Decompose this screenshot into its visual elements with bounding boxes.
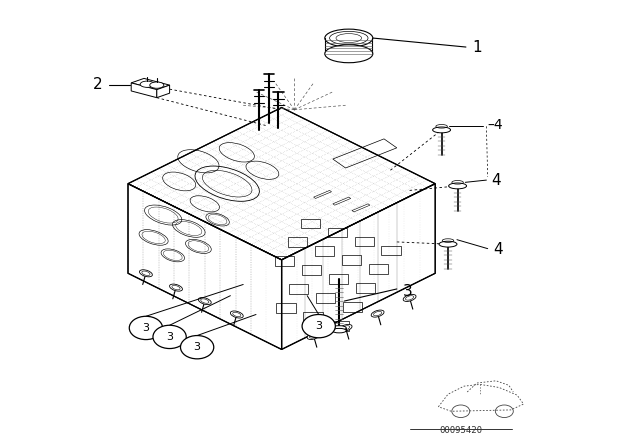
Ellipse shape bbox=[449, 183, 467, 189]
Ellipse shape bbox=[140, 270, 152, 277]
Bar bbox=[342, 255, 361, 265]
Text: 4: 4 bbox=[493, 242, 502, 258]
Text: 3: 3 bbox=[403, 284, 413, 299]
Ellipse shape bbox=[230, 311, 243, 318]
Bar bbox=[316, 293, 335, 303]
Ellipse shape bbox=[371, 310, 384, 317]
Circle shape bbox=[153, 325, 186, 349]
Ellipse shape bbox=[324, 45, 372, 63]
Polygon shape bbox=[131, 78, 170, 90]
Ellipse shape bbox=[433, 127, 451, 133]
Circle shape bbox=[180, 336, 214, 359]
Text: 4: 4 bbox=[492, 172, 501, 188]
Bar bbox=[369, 264, 388, 274]
Circle shape bbox=[302, 314, 335, 338]
Bar bbox=[356, 283, 375, 293]
Polygon shape bbox=[128, 184, 282, 349]
Ellipse shape bbox=[332, 328, 346, 333]
Text: 3: 3 bbox=[143, 323, 149, 333]
Ellipse shape bbox=[198, 297, 211, 305]
Ellipse shape bbox=[140, 81, 154, 87]
Ellipse shape bbox=[403, 294, 416, 302]
Polygon shape bbox=[128, 108, 435, 260]
Circle shape bbox=[129, 316, 163, 340]
Bar bbox=[315, 246, 334, 256]
Text: –4: –4 bbox=[488, 118, 503, 133]
Bar bbox=[288, 237, 307, 247]
Polygon shape bbox=[282, 184, 435, 349]
Bar bbox=[381, 246, 401, 255]
Polygon shape bbox=[131, 83, 157, 98]
Bar bbox=[343, 302, 362, 312]
Bar bbox=[289, 284, 308, 294]
Bar bbox=[303, 312, 323, 322]
Bar bbox=[275, 256, 294, 266]
Text: 1: 1 bbox=[472, 39, 482, 55]
Ellipse shape bbox=[170, 284, 182, 291]
Text: 00095420: 00095420 bbox=[439, 426, 483, 435]
Ellipse shape bbox=[339, 324, 352, 332]
Bar bbox=[302, 265, 321, 275]
Bar bbox=[355, 237, 374, 246]
Text: 3: 3 bbox=[194, 342, 200, 352]
Ellipse shape bbox=[439, 241, 457, 247]
Text: 2: 2 bbox=[93, 77, 102, 92]
Text: 3: 3 bbox=[166, 332, 173, 342]
Ellipse shape bbox=[150, 82, 164, 88]
Bar bbox=[329, 274, 348, 284]
Bar bbox=[328, 228, 347, 237]
Bar bbox=[301, 219, 320, 228]
Ellipse shape bbox=[324, 29, 372, 47]
Ellipse shape bbox=[307, 332, 320, 340]
Bar bbox=[330, 321, 349, 331]
Ellipse shape bbox=[332, 326, 346, 330]
Text: 3: 3 bbox=[316, 321, 322, 331]
Bar bbox=[276, 303, 296, 313]
Polygon shape bbox=[157, 85, 170, 98]
